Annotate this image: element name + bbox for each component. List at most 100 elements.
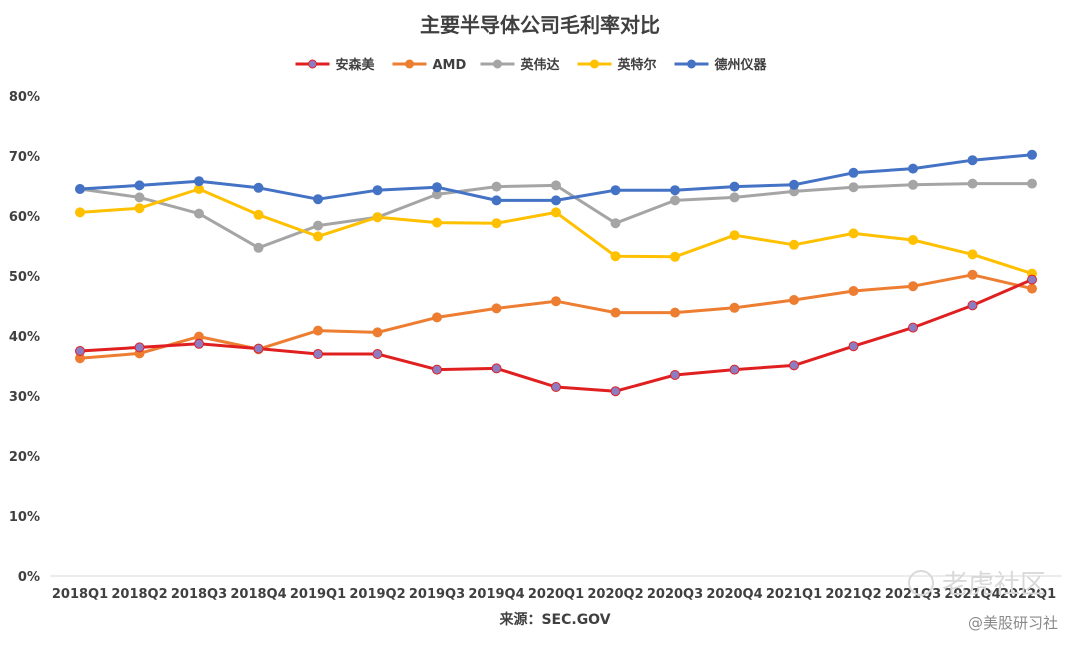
data-point — [1027, 178, 1037, 189]
series-line — [79, 153, 1033, 202]
data-point — [551, 382, 561, 392]
data-point — [670, 251, 680, 262]
data-point — [432, 312, 442, 323]
data-point — [432, 364, 442, 375]
data-point — [670, 370, 680, 380]
x-tick-label: 2019Q1 — [290, 587, 346, 602]
data-point — [670, 185, 680, 196]
data-point — [1027, 274, 1037, 285]
x-tick-label: 2018Q2 — [111, 587, 167, 602]
x-tick-label: 2021Q2 — [825, 587, 881, 602]
data-point — [372, 185, 383, 196]
x-tick-label: 2018Q3 — [171, 587, 227, 602]
data-point — [789, 295, 799, 305]
source-label: 来源：SEC.GOV — [498, 611, 610, 628]
data-point — [253, 242, 264, 253]
data-point — [670, 307, 680, 318]
data-point — [432, 217, 442, 228]
data-point — [75, 346, 85, 356]
y-tick-label: 20% — [9, 450, 40, 465]
data-point — [134, 192, 145, 203]
data-point — [789, 179, 799, 190]
data-point — [610, 386, 621, 397]
legend-marker — [308, 59, 317, 69]
x-axis: 2018Q1 2018Q2 2018Q3 2018Q4 2019Q1 2019Q2 2019… — [52, 587, 1056, 602]
data-point — [491, 195, 502, 206]
x-tick-label: 2019Q4 — [468, 587, 524, 602]
tiger-logo-icon — [908, 570, 934, 596]
x-tick-label: 2022Q1 — [1000, 587, 1056, 602]
data-point — [729, 230, 740, 241]
data-point — [491, 303, 502, 314]
watermark-logo-text: 老虎社区 — [942, 570, 1046, 600]
chart-title: 主要半导体公司毛利率对比 — [420, 13, 660, 37]
data-point — [729, 364, 740, 375]
data-point — [551, 180, 561, 191]
data-point — [194, 338, 204, 349]
x-tick-label: 2021Q1 — [766, 587, 822, 602]
x-tick-label: 2020Q2 — [587, 587, 643, 602]
data-point — [610, 307, 621, 318]
data-point — [967, 178, 978, 189]
y-tick-label: 30% — [9, 390, 40, 405]
data-point — [134, 203, 145, 214]
data-point — [134, 342, 145, 353]
data-point — [491, 218, 502, 229]
y-tick-label: 80% — [9, 90, 40, 105]
series-markers — [75, 149, 1037, 397]
data-point — [313, 349, 323, 359]
y-tick-label: 10% — [9, 510, 40, 525]
legend-marker — [405, 59, 414, 69]
data-point — [313, 325, 323, 336]
data-point — [848, 286, 859, 296]
data-point — [253, 209, 264, 220]
y-axis: 0% 10% 20% 30% 40% 50% 60% 70% 80% — [9, 90, 40, 585]
data-point — [491, 181, 502, 192]
data-point — [729, 192, 740, 203]
data-point — [372, 327, 383, 338]
data-point — [551, 207, 561, 218]
x-tick-label: 2021Q3 — [885, 587, 941, 602]
legend-entry: 英特尔 — [617, 57, 657, 73]
data-point — [491, 363, 502, 374]
legend-marker — [590, 59, 599, 69]
data-point — [848, 228, 859, 239]
data-point — [610, 185, 621, 196]
data-point — [75, 207, 85, 218]
data-point — [253, 343, 264, 354]
data-point — [908, 163, 918, 174]
y-tick-label: 0% — [18, 570, 40, 585]
data-point — [134, 180, 145, 191]
data-point — [313, 194, 323, 205]
legend-entry: 英伟达 — [520, 57, 560, 73]
data-point — [908, 322, 918, 333]
legend-marker — [687, 59, 696, 69]
watermark: 老虎社区 @美股研习社 — [908, 570, 1058, 632]
data-point — [313, 231, 323, 242]
data-point — [848, 341, 859, 352]
data-point — [372, 349, 383, 359]
legend: 安森美 AMD 英伟达 英特尔 德州仪器 — [295, 57, 768, 73]
data-point — [194, 176, 204, 187]
legend-entry: AMD — [433, 58, 467, 73]
data-point — [670, 195, 680, 206]
legend-entry: 安森美 — [336, 57, 376, 73]
x-tick-label: 2020Q4 — [706, 587, 762, 602]
data-point — [967, 155, 978, 166]
data-point — [194, 208, 204, 219]
y-tick-label: 50% — [9, 270, 40, 285]
x-tick-label: 2019Q3 — [409, 587, 465, 602]
data-point — [967, 269, 978, 280]
data-point — [908, 179, 918, 190]
x-tick-label: 2018Q1 — [52, 587, 108, 602]
data-point — [313, 220, 323, 231]
data-point — [848, 167, 859, 178]
data-point — [432, 182, 442, 193]
data-point — [789, 239, 799, 250]
data-point — [610, 218, 621, 229]
y-tick-label: 70% — [9, 150, 40, 165]
legend-marker — [493, 59, 502, 69]
data-point — [967, 249, 978, 260]
data-point — [967, 300, 978, 311]
